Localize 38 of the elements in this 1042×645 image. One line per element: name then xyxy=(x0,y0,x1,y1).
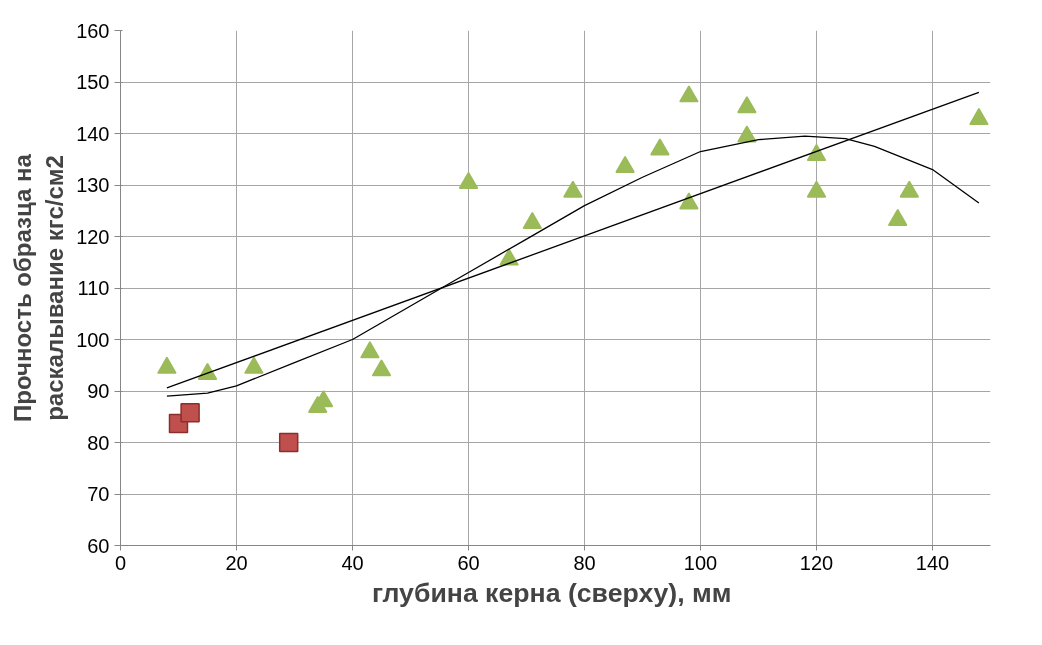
point xyxy=(679,85,699,103)
x-tick-label: 20 xyxy=(225,551,248,574)
point xyxy=(899,180,920,198)
x-axis-title: глубина керна (сверху), мм xyxy=(372,577,732,608)
y-tick-label: 160 xyxy=(76,19,110,42)
x-tick-label: 120 xyxy=(799,551,834,574)
point xyxy=(615,155,635,173)
x-tick-label: 40 xyxy=(341,551,364,574)
y-tick-label: 60 xyxy=(87,534,110,557)
point xyxy=(458,171,479,189)
point xyxy=(737,96,757,114)
x-tick-label: 140 xyxy=(915,551,950,574)
point xyxy=(650,138,670,156)
point xyxy=(244,356,264,374)
point xyxy=(360,341,380,359)
y-tick-label: 140 xyxy=(76,122,110,145)
y-tick-label: 110 xyxy=(77,277,110,299)
y-tick-label: 70 xyxy=(87,483,110,505)
point xyxy=(887,208,908,226)
y-tick-label: 90 xyxy=(87,380,110,402)
point xyxy=(157,356,177,374)
point xyxy=(522,211,543,230)
point xyxy=(371,359,392,377)
y-tick-label: 130 xyxy=(76,174,110,196)
x-tick-label: 60 xyxy=(457,551,480,574)
y-tick-label: 80 xyxy=(87,431,110,454)
x-tick-label: 80 xyxy=(573,551,596,574)
y-tick-label: 120 xyxy=(76,225,110,248)
y-axis-title: Прочность образца на раскалывание кгс/см2 xyxy=(8,153,69,422)
point xyxy=(806,180,827,198)
x-tick-label: 0 xyxy=(114,551,127,574)
y-tick-label: 150 xyxy=(76,71,110,93)
point xyxy=(806,143,827,162)
point xyxy=(563,180,583,198)
point xyxy=(969,107,989,126)
point xyxy=(737,125,757,143)
x-tick-label: 100 xyxy=(683,551,718,574)
y-tick-label: 100 xyxy=(76,328,110,351)
